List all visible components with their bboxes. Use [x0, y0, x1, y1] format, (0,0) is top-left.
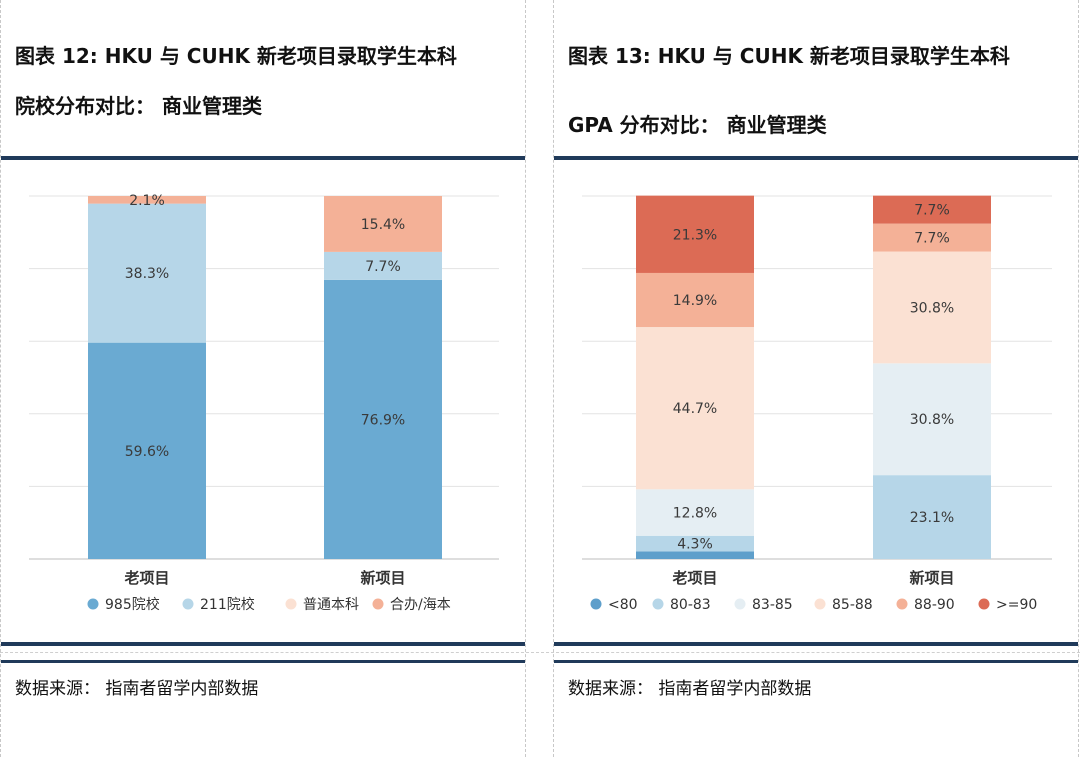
- source-divider: [1, 660, 525, 663]
- data-label: 12.8%: [673, 506, 717, 522]
- legend-label: 85-88: [832, 597, 873, 613]
- legend-label: 普通本科: [303, 597, 359, 613]
- bar-segment: [873, 363, 991, 476]
- figure-title-line2: 院校分布对比： 商业管理类: [15, 94, 262, 118]
- bar-segment: [873, 251, 991, 364]
- legend-marker: [734, 598, 746, 610]
- x-tick-label: 老项目: [671, 569, 717, 587]
- legend-label: 合办/海本: [390, 597, 451, 613]
- title-divider: [554, 156, 1078, 160]
- stacked-bar-chart-gpa: 4.3% 12.8% 44.7% 14.9% 21.3% 老项目 23.1% 30.8% 30.…: [582, 195, 1052, 613]
- legend-label: 211院校: [200, 596, 255, 613]
- data-label: 59.6%: [125, 444, 169, 460]
- source-divider: [554, 660, 1078, 663]
- data-label: 21.3%: [673, 227, 717, 243]
- legend-marker: [590, 598, 602, 610]
- legend-marker: [652, 598, 664, 610]
- data-label: 30.8%: [910, 412, 954, 428]
- legend-marker: [814, 598, 826, 610]
- bar-segment: [873, 223, 991, 252]
- data-label: 44.7%: [673, 401, 717, 417]
- stacked-bar-chart-school-type: 59.6% 38.3% 2.1% 老项目 76.9% 7.7% 15.4% 新项目 985院校 2…: [29, 193, 499, 613]
- figure-title-line1: 图表 12: HKU 与 CUHK 新老项目录取学生本科: [15, 44, 457, 68]
- legend-label: 88-90: [914, 597, 955, 613]
- data-label: 38.3%: [125, 266, 169, 282]
- data-label: 14.9%: [673, 293, 717, 309]
- legend-marker: [978, 598, 990, 610]
- source-note: 数据来源： 指南者留学内部数据: [15, 679, 259, 699]
- legend-marker: [896, 598, 908, 610]
- bar-segment: [636, 489, 754, 536]
- source-note: 数据来源： 指南者留学内部数据: [568, 679, 812, 699]
- bar-segment: [873, 475, 991, 559]
- bar-segment: [324, 251, 442, 280]
- bar-segment: [88, 203, 206, 343]
- legend-marker: [182, 598, 194, 610]
- bar-segment: [873, 195, 991, 224]
- data-label: 7.7%: [914, 231, 950, 247]
- x-tick-label: 老项目: [123, 569, 169, 587]
- chart-divider: [1, 642, 525, 646]
- bar-segment: [636, 535, 754, 552]
- bar-segment: [636, 327, 754, 490]
- right-figure-panel: 图表 13: HKU 与 CUHK 新老项目录取学生本科 GPA 分布对比： 商…: [553, 0, 1079, 757]
- bar-segment: [324, 196, 442, 252]
- bar-segment: [88, 342, 206, 559]
- figure-title-line2: GPA 分布对比： 商业管理类: [568, 113, 827, 137]
- legend-label: >=90: [996, 597, 1037, 613]
- bar-segment: [636, 551, 754, 559]
- data-label: 30.8%: [910, 300, 954, 316]
- legend-label: <80: [608, 597, 638, 613]
- title-divider: [1, 156, 525, 160]
- data-label: 2.1%: [129, 193, 165, 209]
- data-label: 7.7%: [914, 203, 950, 219]
- separator-line: [0, 652, 1080, 653]
- legend-marker: [285, 598, 297, 610]
- data-label: 15.4%: [361, 217, 405, 233]
- x-tick-label: 新项目: [909, 569, 954, 587]
- left-figure-panel: 图表 12: HKU 与 CUHK 新老项目录取学生本科 院校分布对比： 商业管…: [0, 0, 526, 757]
- x-tick-label: 新项目: [360, 569, 405, 587]
- legend-label: 80-83: [670, 597, 711, 613]
- bar-segment: [88, 196, 206, 204]
- legend-marker: [87, 598, 99, 610]
- bar-segment: [636, 195, 754, 273]
- legend-marker: [372, 598, 384, 610]
- legend-label: 985院校: [105, 596, 160, 613]
- data-label: 4.3%: [677, 537, 713, 553]
- bar-segment: [636, 272, 754, 328]
- bar-segment: [324, 279, 442, 559]
- data-label: 7.7%: [365, 259, 401, 275]
- figure-title-line1: 图表 13: HKU 与 CUHK 新老项目录取学生本科: [568, 44, 1010, 68]
- legend-label: 83-85: [752, 597, 793, 613]
- data-label: 76.9%: [361, 412, 405, 428]
- chart-divider: [554, 642, 1078, 646]
- data-label: 23.1%: [910, 510, 954, 526]
